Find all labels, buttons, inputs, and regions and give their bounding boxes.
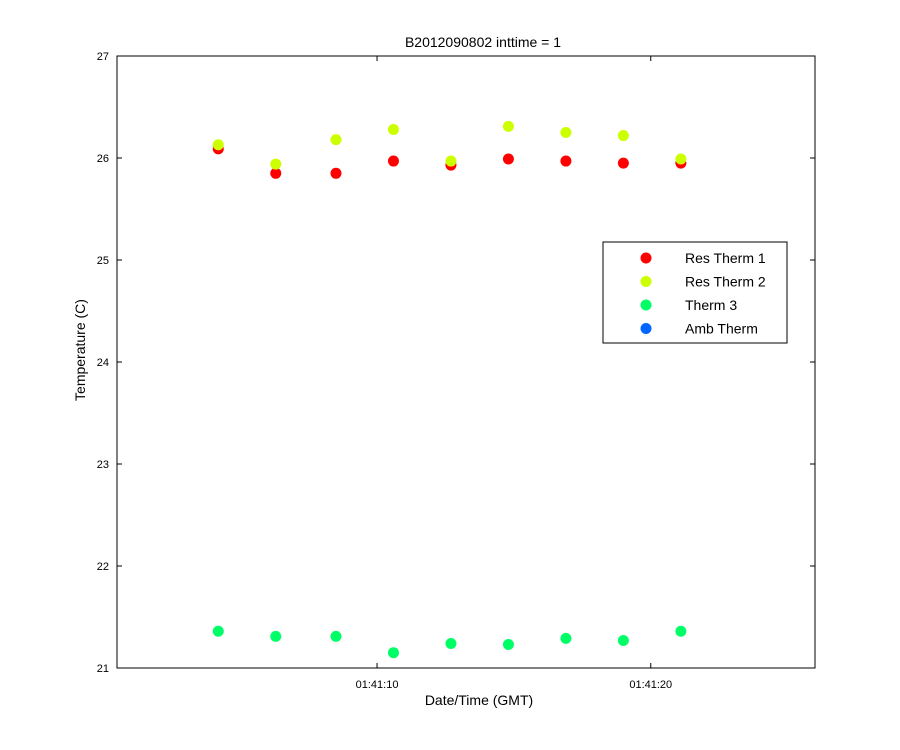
data-point-therm-3 xyxy=(445,638,457,650)
x-tick-label: 01:41:20 xyxy=(629,679,672,691)
data-point-res-therm-2 xyxy=(502,120,514,132)
data-point-therm-3 xyxy=(675,625,687,637)
data-points xyxy=(212,120,687,659)
data-point-res-therm-2 xyxy=(270,158,282,170)
legend-box xyxy=(602,241,788,344)
y-tick-label: 24 xyxy=(97,357,109,369)
data-point-res-therm-2 xyxy=(617,130,629,142)
y-tick-label: 27 xyxy=(97,51,109,63)
data-point-res-therm-1 xyxy=(502,153,514,165)
data-point-res-therm-1 xyxy=(617,157,629,169)
legend-label: Res Therm 1 xyxy=(685,250,766,266)
data-point-res-therm-2 xyxy=(387,123,399,135)
data-point-res-therm-1 xyxy=(330,167,342,179)
data-point-res-therm-2 xyxy=(212,139,224,151)
data-point-therm-3 xyxy=(330,630,342,642)
data-point-therm-3 xyxy=(617,634,629,646)
data-point-therm-3 xyxy=(560,632,572,644)
x-tick-label: 01:41:10 xyxy=(356,679,399,691)
data-point-therm-3 xyxy=(270,630,282,642)
y-axis-label: Temperature (C) xyxy=(72,299,88,401)
data-point-therm-3 xyxy=(502,639,514,651)
x-axis: 01:41:10 01:41:20 xyxy=(356,56,672,691)
data-point-res-therm-1 xyxy=(387,155,399,167)
legend-marker xyxy=(640,323,652,334)
y-tick-label: 21 xyxy=(97,663,109,675)
data-point-res-therm-2 xyxy=(675,153,687,165)
data-point-therm-3 xyxy=(212,625,224,637)
legend-marker xyxy=(640,276,652,287)
legend-label: Therm 3 xyxy=(685,297,737,313)
y-axis: 21 22 23 24 25 26 27 xyxy=(97,51,815,675)
legend-marker xyxy=(640,299,652,311)
data-point-res-therm-1 xyxy=(270,167,282,179)
chart-title: B2012090802 inttime = 1 xyxy=(405,34,561,50)
legend: Res Therm 1 Res Therm 2 Therm 3 Amb Therm xyxy=(602,241,788,344)
data-point-res-therm-2 xyxy=(330,134,342,146)
data-point-res-therm-2 xyxy=(445,155,457,167)
data-point-res-therm-1 xyxy=(560,155,572,167)
y-tick-label: 25 xyxy=(97,255,109,267)
y-tick-label: 26 xyxy=(97,153,109,165)
y-tick-label: 23 xyxy=(97,459,109,471)
x-axis-label: Date/Time (GMT) xyxy=(425,692,533,708)
legend-label: Amb Therm xyxy=(685,321,758,337)
data-point-res-therm-2 xyxy=(560,127,572,138)
legend-label: Res Therm 2 xyxy=(685,274,766,290)
legend-marker xyxy=(640,252,652,264)
plot-area xyxy=(116,55,816,669)
y-tick-label: 22 xyxy=(97,561,109,573)
data-point-therm-3 xyxy=(387,647,399,659)
